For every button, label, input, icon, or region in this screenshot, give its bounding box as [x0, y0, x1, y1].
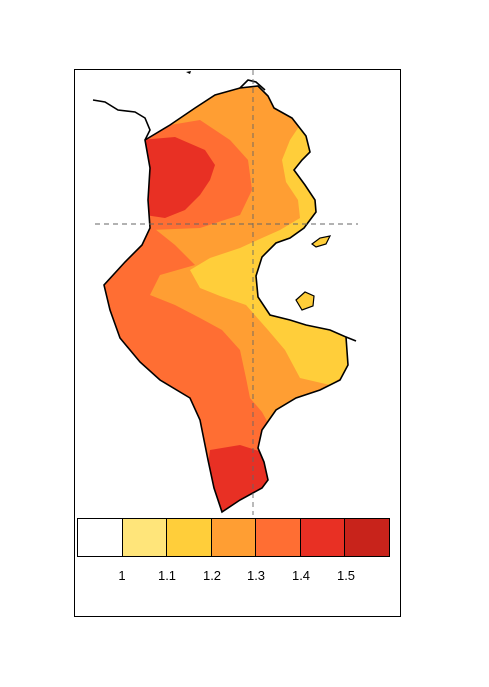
- colorbar-swatch: [122, 519, 168, 556]
- colorbar-tick-label: 1.2: [202, 568, 222, 583]
- algeria-coastline: [92, 99, 151, 141]
- colorbar-swatch: [167, 519, 212, 556]
- colorbar-tick-label: 1.5: [336, 568, 356, 583]
- colorbar-swatch: [256, 519, 301, 556]
- kerkennah-island: [311, 235, 332, 248]
- colorbar: [77, 518, 390, 557]
- colorbar-swatch: [211, 519, 257, 556]
- shading-layer: [104, 86, 348, 512]
- djerba-island: [295, 291, 315, 311]
- colorbar-tick-label: 1: [118, 568, 126, 583]
- coast-segment-north: [239, 79, 266, 91]
- colorbar-swatch: [300, 519, 346, 556]
- colorbar-tick-label: 1.4: [291, 568, 311, 583]
- colorbar-swatch: [78, 519, 123, 556]
- colorbar-tick-label: 1.3: [246, 568, 266, 583]
- coast-segment-east: [345, 336, 357, 342]
- colorbar-tick-label: 1.1: [157, 568, 177, 583]
- galite-island: [186, 71, 191, 74]
- colorbar-swatch: [345, 519, 390, 556]
- map-frame: [74, 69, 401, 617]
- band-1-5-northwest: [140, 137, 215, 218]
- tunisia-border: [103, 85, 349, 514]
